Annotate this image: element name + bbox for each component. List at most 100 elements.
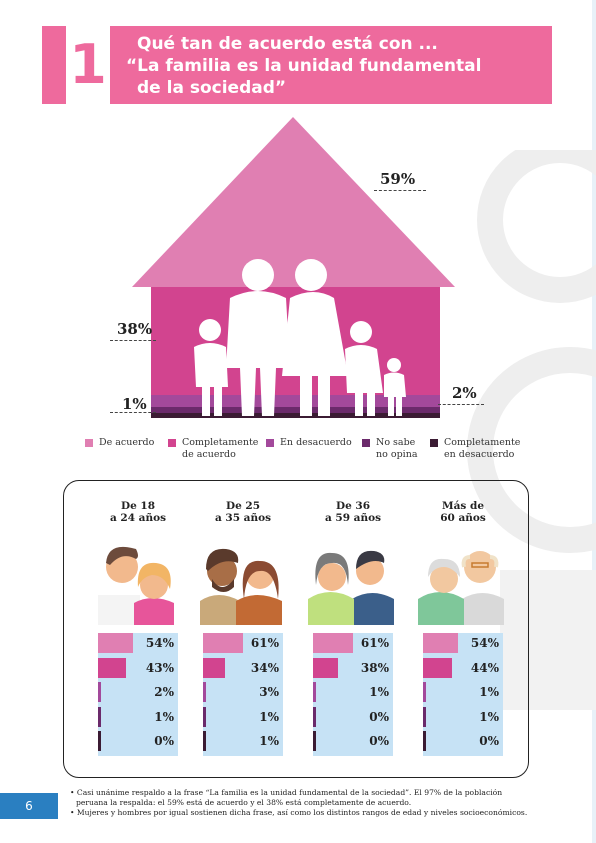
bar-completamente-desacuerdo bbox=[203, 731, 206, 752]
footnote-line-3: • Mujeres y hombres por igual sostienen … bbox=[70, 808, 528, 817]
senior-couple-illustration bbox=[418, 551, 504, 625]
bar-row-completamente-desacuerdo: 0% bbox=[423, 731, 503, 753]
bar-completamente-desacuerdo bbox=[423, 731, 426, 752]
legend-swatch-de-acuerdo bbox=[85, 439, 93, 447]
title-line-2: “La familia es la unidad fundamental bbox=[126, 56, 482, 76]
group-title-line: De 18 bbox=[120, 500, 156, 512]
bar-no-sabe bbox=[313, 706, 316, 727]
section-number: 1 bbox=[66, 26, 110, 104]
bar-value-label: 34% bbox=[250, 660, 279, 675]
bar-value-label: 54% bbox=[145, 636, 174, 650]
bar-value-label: 0% bbox=[154, 734, 174, 749]
bar-row-completamente-desacuerdo: 1% bbox=[203, 731, 283, 753]
bar-en-desacuerdo bbox=[98, 682, 101, 703]
group-title-60-plus: Más de 60 años bbox=[423, 500, 503, 524]
bar-en-desacuerdo bbox=[423, 682, 426, 703]
bar-completamente-de-acuerdo bbox=[203, 657, 226, 678]
adult-couple-illustration bbox=[200, 548, 282, 625]
bar-en-desacuerdo bbox=[313, 682, 316, 703]
legend-label-en-desacuerdo: En desacuerdo bbox=[280, 437, 352, 448]
bar-value-label: 1% bbox=[369, 685, 389, 700]
legend-label-no-sabe: No sabe no opina bbox=[376, 437, 418, 460]
leader-line-mid bbox=[110, 340, 156, 341]
family-icon bbox=[194, 259, 406, 416]
bar-row-no-sabe: 1% bbox=[423, 706, 503, 729]
bar-value-label: 38% bbox=[360, 660, 389, 675]
right-edge-bar bbox=[592, 0, 596, 843]
bar-row-completamente-de-acuerdo: 44% bbox=[423, 657, 503, 680]
bar-value-label: 1% bbox=[479, 685, 499, 700]
age-groups-panel bbox=[63, 480, 529, 778]
legend-label-de-acuerdo: De acuerdo bbox=[99, 437, 155, 448]
bar-completamente-de-acuerdo bbox=[313, 657, 338, 678]
bar-value-label: 1% bbox=[154, 709, 174, 724]
group-title-25-35: De 25 a 35 años bbox=[203, 500, 283, 524]
house-base-nosabe bbox=[151, 407, 440, 413]
group-title-line: a 35 años bbox=[214, 512, 272, 524]
bar-value-label: 54% bbox=[470, 636, 499, 650]
bar-en-desacuerdo bbox=[203, 682, 206, 703]
middle-age-couple-illustration bbox=[308, 550, 394, 625]
group-title-line: 60 años bbox=[440, 512, 486, 524]
label-en-desacuerdo: 2% bbox=[452, 384, 477, 402]
young-couple-illustration bbox=[98, 546, 174, 625]
title-line-3: de la sociedad” bbox=[137, 78, 287, 98]
group-title-line: De 36 bbox=[335, 500, 371, 512]
bar-value-label: 1% bbox=[259, 709, 279, 724]
bars-group-18-24: 54% 43% 2% 1% 0% bbox=[98, 633, 178, 756]
bar-value-label: 0% bbox=[369, 734, 389, 749]
footnote-line-1: • Casi unánime respaldo a la frase “La f… bbox=[70, 788, 503, 797]
bar-completamente-de-acuerdo bbox=[423, 657, 452, 678]
bar-row-completamente-desacuerdo: 0% bbox=[98, 731, 178, 753]
bar-value-label: 0% bbox=[369, 709, 389, 724]
house-base-completamente-desacuerdo bbox=[151, 413, 440, 418]
bar-no-sabe bbox=[423, 706, 426, 727]
leader-line-top bbox=[374, 190, 426, 191]
title-banner bbox=[112, 26, 552, 104]
page-number: 6 bbox=[0, 793, 58, 819]
bar-no-sabe bbox=[98, 706, 101, 727]
legend-label-completamente-de-acuerdo: Completamente de acuerdo bbox=[182, 437, 259, 460]
bar-row-no-sabe: 1% bbox=[98, 706, 178, 729]
bar-value-label: 43% bbox=[145, 660, 174, 675]
bar-completamente-desacuerdo bbox=[98, 731, 101, 752]
group-title-line: a 59 años bbox=[324, 512, 382, 524]
legend-swatch-no-sabe bbox=[362, 439, 370, 447]
bar-row-completamente-de-acuerdo: 34% bbox=[203, 657, 283, 680]
bar-row-no-sabe: 1% bbox=[203, 706, 283, 729]
bar-row-de-acuerdo: 54% bbox=[98, 633, 178, 655]
leader-line-low-right bbox=[438, 404, 484, 405]
legend-swatch-completamente-de-acuerdo bbox=[168, 439, 176, 447]
label-de-acuerdo: 59% bbox=[380, 170, 416, 188]
bar-row-de-acuerdo: 61% bbox=[313, 633, 393, 655]
bar-value-label: 0% bbox=[479, 734, 499, 749]
group-title-36-59: De 36 a 59 años bbox=[313, 500, 393, 524]
bar-row-no-sabe: 0% bbox=[313, 706, 393, 729]
bar-row-en-desacuerdo: 1% bbox=[423, 682, 503, 704]
group-title-18-24: De 18 a 24 años bbox=[98, 500, 178, 524]
bar-value-label: 61% bbox=[250, 636, 279, 650]
bar-value-label: 61% bbox=[360, 636, 389, 650]
bar-de-acuerdo bbox=[423, 633, 459, 653]
legend-label-completamente-desacuerdo: Completamente en desacuerdo bbox=[444, 437, 521, 460]
bar-value-label: 2% bbox=[154, 685, 174, 700]
legend-swatch-en-desacuerdo bbox=[266, 439, 274, 447]
house-chart bbox=[132, 117, 455, 418]
bar-row-completamente-de-acuerdo: 43% bbox=[98, 657, 178, 680]
bar-row-en-desacuerdo: 3% bbox=[203, 682, 283, 704]
bar-value-label: 1% bbox=[479, 709, 499, 724]
bar-de-acuerdo bbox=[98, 633, 134, 653]
background-decoration bbox=[467, 150, 596, 710]
legend-swatch-completamente-desacuerdo bbox=[430, 439, 438, 447]
label-no-sabe: 1% bbox=[122, 395, 147, 413]
group-title-line: a 24 años bbox=[109, 512, 167, 524]
bar-de-acuerdo bbox=[313, 633, 354, 653]
bar-value-label: 3% bbox=[259, 685, 279, 700]
bar-no-sabe bbox=[203, 706, 206, 727]
bar-value-label: 44% bbox=[470, 660, 499, 675]
bar-completamente-de-acuerdo bbox=[98, 657, 127, 678]
bar-completamente-desacuerdo bbox=[313, 731, 316, 752]
bar-row-completamente-de-acuerdo: 38% bbox=[313, 657, 393, 680]
bars-group-25-35: 61% 34% 3% 1% 1% bbox=[203, 633, 283, 756]
bar-row-de-acuerdo: 61% bbox=[203, 633, 283, 655]
